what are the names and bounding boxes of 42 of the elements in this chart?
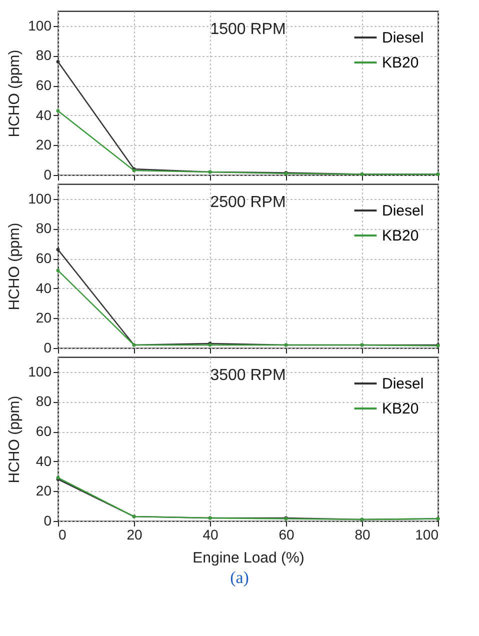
text: (a): [229, 568, 250, 588]
y-tick-label: 80: [36, 393, 52, 410]
y-tick-label: 20: [36, 136, 52, 153]
x-axis-title: Engine Load (%): [192, 550, 304, 566]
x-tick-label: 80: [354, 526, 370, 542]
y-axis-title: HCHO (ppm): [6, 222, 24, 310]
y-tick-label: 0: [44, 512, 52, 528]
y-tick-label: 40: [36, 452, 52, 469]
x-tick-label: 100: [415, 526, 439, 542]
y-axis-title: HCHO (ppm): [6, 50, 24, 138]
text: 2500 RPM: [210, 194, 286, 211]
y-tick-label: 20: [36, 482, 52, 499]
legend-label: Diesel: [382, 376, 424, 392]
y-tick-label: 80: [36, 47, 52, 64]
legend-label: Diesel: [382, 202, 424, 220]
y-tick-label: 100: [28, 363, 52, 380]
legend-label: KB20: [382, 400, 419, 418]
x-tick-label: 0: [58, 526, 66, 542]
text: 1500 RPM: [210, 21, 286, 38]
y-tick-label: 40: [36, 280, 52, 296]
y-axis-title: HCHO (ppm): [6, 396, 24, 484]
y-tick-label: 80: [36, 220, 52, 236]
y-tick-label: 60: [36, 423, 52, 440]
y-tick-label: 0: [44, 340, 52, 356]
x-tick-label: 40: [202, 526, 218, 542]
legend-label: Diesel: [382, 30, 424, 46]
y-tick-label: 60: [36, 77, 52, 94]
y-tick-label: 20: [36, 310, 52, 326]
y-tick-label: 40: [36, 106, 52, 123]
point: [56, 248, 60, 252]
y-tick-label: 60: [36, 250, 52, 266]
legend-label: KB20: [382, 228, 419, 244]
y-tick-label: 100: [28, 17, 52, 34]
y-tick-label: 0: [44, 166, 52, 182]
point: [56, 60, 60, 64]
point: [56, 268, 60, 272]
text: 3500 RPM: [210, 367, 286, 384]
y-tick-label: 100: [28, 190, 52, 206]
x-tick-label: 60: [278, 526, 294, 542]
point: [56, 109, 60, 113]
legend-label: KB20: [382, 54, 419, 72]
x-tick-label: 20: [126, 526, 142, 542]
